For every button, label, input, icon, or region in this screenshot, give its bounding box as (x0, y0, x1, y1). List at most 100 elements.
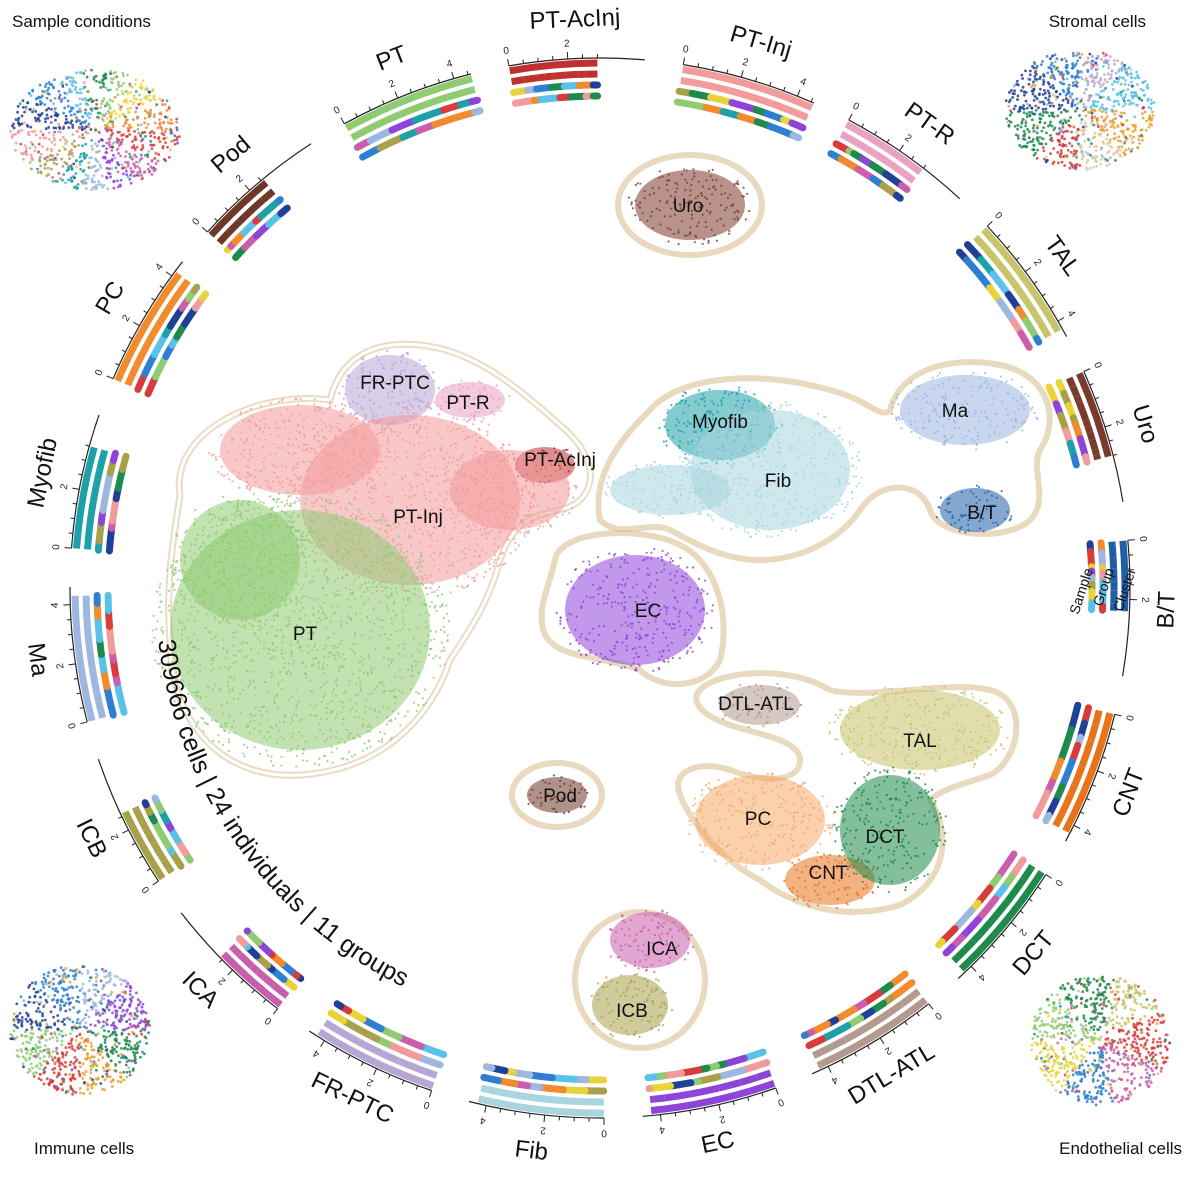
mini-point (150, 129, 154, 133)
mini-point (83, 1057, 87, 1061)
mini-point (1086, 1036, 1090, 1040)
mini-point (70, 151, 74, 155)
mini-point (59, 130, 63, 134)
cell-point (467, 398, 471, 401)
cell-point (299, 413, 302, 416)
mini-point (1140, 1028, 1143, 1032)
mini-point (61, 1034, 64, 1038)
mini-point (1143, 79, 1147, 83)
mini-point (1077, 1090, 1081, 1093)
cell-point (428, 454, 432, 457)
mini-point (83, 995, 87, 998)
cell-point (326, 510, 329, 513)
mini-point (10, 124, 14, 128)
mini-point (117, 85, 121, 88)
cell-point (415, 485, 419, 488)
cell-point (361, 370, 364, 373)
cell-point (449, 430, 452, 433)
mini-point (60, 1043, 64, 1047)
mini-point (1041, 137, 1045, 141)
mini-point (108, 161, 111, 165)
mini-point (1118, 153, 1122, 157)
mini-point (122, 1047, 126, 1051)
mini-point (47, 86, 51, 90)
mini-point (177, 135, 181, 139)
mini-point (1102, 89, 1106, 92)
mini-point (49, 1032, 53, 1036)
mini-point (1093, 157, 1097, 161)
mini-point (1146, 83, 1150, 87)
cell-point (360, 406, 363, 409)
cell-point (523, 534, 526, 538)
mini-point (44, 978, 48, 982)
mini-point (53, 1066, 57, 1070)
mini-point (78, 97, 81, 101)
mini-point (1090, 59, 1094, 63)
mini-point (31, 89, 35, 93)
mini-point (1136, 75, 1140, 79)
cell-point (389, 427, 392, 431)
cell-point (444, 386, 448, 389)
cell-point (437, 483, 440, 486)
mini-point (1122, 1052, 1126, 1056)
mini-point (23, 1030, 27, 1034)
cell-point (531, 521, 534, 524)
cell-point (482, 487, 485, 490)
cell-point (277, 434, 280, 437)
cell-point (458, 427, 461, 430)
mini-point (39, 1001, 43, 1004)
mini-point (69, 1039, 73, 1043)
mini-point (107, 143, 111, 147)
mini-point (46, 89, 49, 92)
mini-point (51, 1036, 54, 1039)
mini-point (1168, 1041, 1171, 1045)
mini-point (140, 131, 144, 135)
mini-point (1129, 149, 1133, 153)
mini-point (1061, 122, 1065, 126)
mini-point (1147, 1019, 1151, 1023)
mini-point (1101, 103, 1104, 107)
mini-point (1133, 1058, 1137, 1062)
mini-point (1099, 106, 1103, 109)
cell-point (274, 452, 277, 455)
mini-point (165, 108, 169, 112)
mini-point (1049, 85, 1052, 89)
mini-point (1106, 1082, 1110, 1086)
mini-point (49, 980, 52, 984)
mini-point (1129, 1047, 1133, 1051)
mini-point (1130, 137, 1134, 141)
mini-point (80, 986, 84, 990)
cell-point (441, 437, 444, 441)
mini-point (122, 998, 126, 1002)
mini-point (136, 116, 139, 120)
mini-point (97, 1076, 100, 1080)
mini-point (84, 998, 87, 1002)
mini-point (1075, 131, 1078, 134)
mini-point (24, 1047, 28, 1051)
mini-point (124, 979, 128, 983)
mini-point (18, 123, 21, 127)
mini-point (1051, 1048, 1055, 1052)
mini-point (1145, 1071, 1149, 1075)
mini-point (1016, 123, 1020, 127)
mini-point (1119, 1098, 1123, 1102)
cell-point (400, 393, 403, 396)
mini-point (153, 151, 157, 155)
mini-point (1101, 1087, 1105, 1090)
mini-point (1061, 984, 1065, 987)
cell-point (370, 408, 373, 412)
mini-point (20, 1015, 24, 1019)
mini-point (1042, 88, 1046, 92)
cell-point (429, 555, 433, 558)
mini-point (53, 968, 57, 972)
cell-point (314, 408, 317, 411)
cell-point (423, 452, 426, 455)
cell-point (460, 379, 463, 382)
mini-point (90, 138, 94, 142)
cell-point (473, 576, 476, 579)
mini-point (1060, 136, 1064, 140)
mini-point (1085, 998, 1089, 1002)
mini-point (1073, 103, 1077, 107)
cell-point (442, 480, 445, 483)
mini-point (1071, 1069, 1075, 1072)
